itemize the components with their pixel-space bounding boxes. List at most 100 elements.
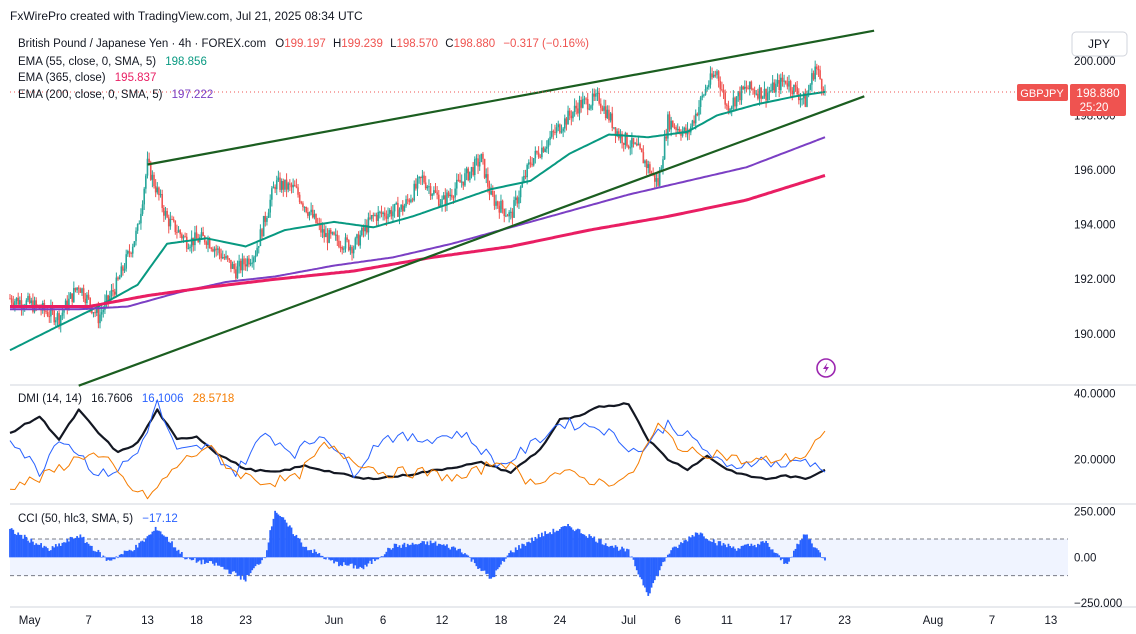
candle-body xyxy=(469,171,471,181)
cci-bar xyxy=(338,557,340,567)
dmi-axis[interactable]: 20.0000 40.0000 xyxy=(1074,389,1116,467)
candle xyxy=(15,297,18,305)
candle-body xyxy=(92,312,95,314)
cci-bar xyxy=(10,528,13,558)
ema55-legend[interactable]: EMA (55, close, 0, SMA, 5) 198.856 xyxy=(18,56,207,68)
cci-bar xyxy=(709,541,712,558)
time-axis[interactable]: May 7 13 18 23 Jun 6 12 18 24 Jul 6 11 17 23 Aug 7 13 xyxy=(19,615,1057,627)
cci-bar xyxy=(331,557,334,561)
cci-bar xyxy=(550,534,553,558)
candle-body xyxy=(726,104,728,106)
cci-axis[interactable]: −250.000 0.00 250.000 xyxy=(1074,507,1122,611)
candle xyxy=(292,178,294,193)
candle-body xyxy=(472,167,474,175)
candle xyxy=(778,74,780,98)
candle-body xyxy=(233,264,236,270)
candle-body xyxy=(102,309,105,313)
ema365-legend[interactable]: EMA (365, close) 195.837 xyxy=(18,72,156,84)
candle-body xyxy=(706,87,708,90)
candle xyxy=(524,169,527,180)
cci-legend[interactable]: CCI (50, hlc3, SMA, 5) −17.12 xyxy=(18,513,178,525)
cci-bar xyxy=(701,533,704,558)
candle-body xyxy=(423,175,425,183)
cci-bar xyxy=(665,556,668,558)
cci-bar xyxy=(545,534,548,558)
candle-body xyxy=(771,82,774,91)
currency-button-frame[interactable] xyxy=(1071,31,1128,57)
plus-di-line[interactable] xyxy=(9,399,826,479)
candle xyxy=(164,206,167,220)
candle-body xyxy=(447,192,450,197)
candle xyxy=(791,87,794,101)
price-pane[interactable] xyxy=(10,28,1068,383)
candle-body xyxy=(9,298,11,300)
candle-body xyxy=(757,93,759,99)
candle xyxy=(500,194,502,214)
plus-di-value: 16.1006 xyxy=(142,393,184,405)
cci-bar xyxy=(369,557,371,561)
candle xyxy=(223,253,226,261)
cci-bar xyxy=(370,557,373,564)
close-label: C xyxy=(445,38,453,50)
candle xyxy=(786,76,789,90)
cci-bar xyxy=(424,544,427,558)
candle xyxy=(225,250,227,260)
cci-bar xyxy=(68,541,70,558)
lower-trendline[interactable] xyxy=(78,95,865,387)
cci-bar xyxy=(398,545,401,558)
candle xyxy=(511,208,514,225)
ema200-legend[interactable]: EMA (200, close, 0, SMA, 5) 197.222 xyxy=(18,89,213,101)
candle-body xyxy=(130,252,132,254)
dmi-pane[interactable] xyxy=(10,387,1068,502)
candle xyxy=(503,208,506,223)
ema55-line[interactable] xyxy=(9,90,826,352)
dmi-legend[interactable]: DMI (14, 14) 16.7606 16.1006 28.5718 xyxy=(18,393,234,405)
cci-bar xyxy=(288,525,291,558)
candle-body xyxy=(302,203,304,208)
candle xyxy=(77,285,80,295)
cci-bar xyxy=(226,557,229,570)
cci-bar xyxy=(72,538,75,558)
candle-body xyxy=(176,232,178,234)
candle-body xyxy=(714,74,717,76)
candle-body xyxy=(616,131,618,136)
candle-body xyxy=(513,200,515,218)
cci-bar xyxy=(434,541,437,558)
symbol-title[interactable]: British Pound / Japanese Yen · 4h · FORE… xyxy=(18,38,266,50)
currency-button[interactable]: JPY xyxy=(1071,31,1128,57)
candle-body xyxy=(505,215,507,217)
candle xyxy=(9,294,11,300)
adx-line[interactable] xyxy=(9,402,826,481)
candle-body xyxy=(491,191,494,196)
candle-body xyxy=(55,320,57,323)
candle xyxy=(768,86,771,101)
candle-body xyxy=(202,232,204,236)
last-price: 198.880 xyxy=(1076,86,1120,100)
candle xyxy=(794,82,797,92)
ema200-line[interactable] xyxy=(10,136,826,311)
candle xyxy=(811,68,813,92)
candle-body xyxy=(179,230,182,235)
candle-body xyxy=(696,113,699,116)
cci-bar xyxy=(102,555,105,558)
candle xyxy=(253,255,255,270)
candle-body xyxy=(208,239,211,249)
candle-body xyxy=(545,146,548,149)
candle-body xyxy=(536,150,538,153)
candle xyxy=(433,186,435,196)
candle xyxy=(793,84,795,97)
candle-body xyxy=(454,188,456,198)
cci-bar xyxy=(17,532,20,558)
candle-body xyxy=(493,195,496,206)
candle-body xyxy=(608,109,610,121)
candle-body xyxy=(596,92,599,94)
cci-bar xyxy=(231,557,234,572)
minus-di-line[interactable] xyxy=(9,422,826,500)
upper-trendline[interactable] xyxy=(147,29,875,166)
cci-bar xyxy=(267,542,270,558)
candle xyxy=(118,274,121,280)
candle-body xyxy=(591,93,594,106)
flash-icon[interactable] xyxy=(816,358,836,378)
cci-bar xyxy=(161,534,164,558)
